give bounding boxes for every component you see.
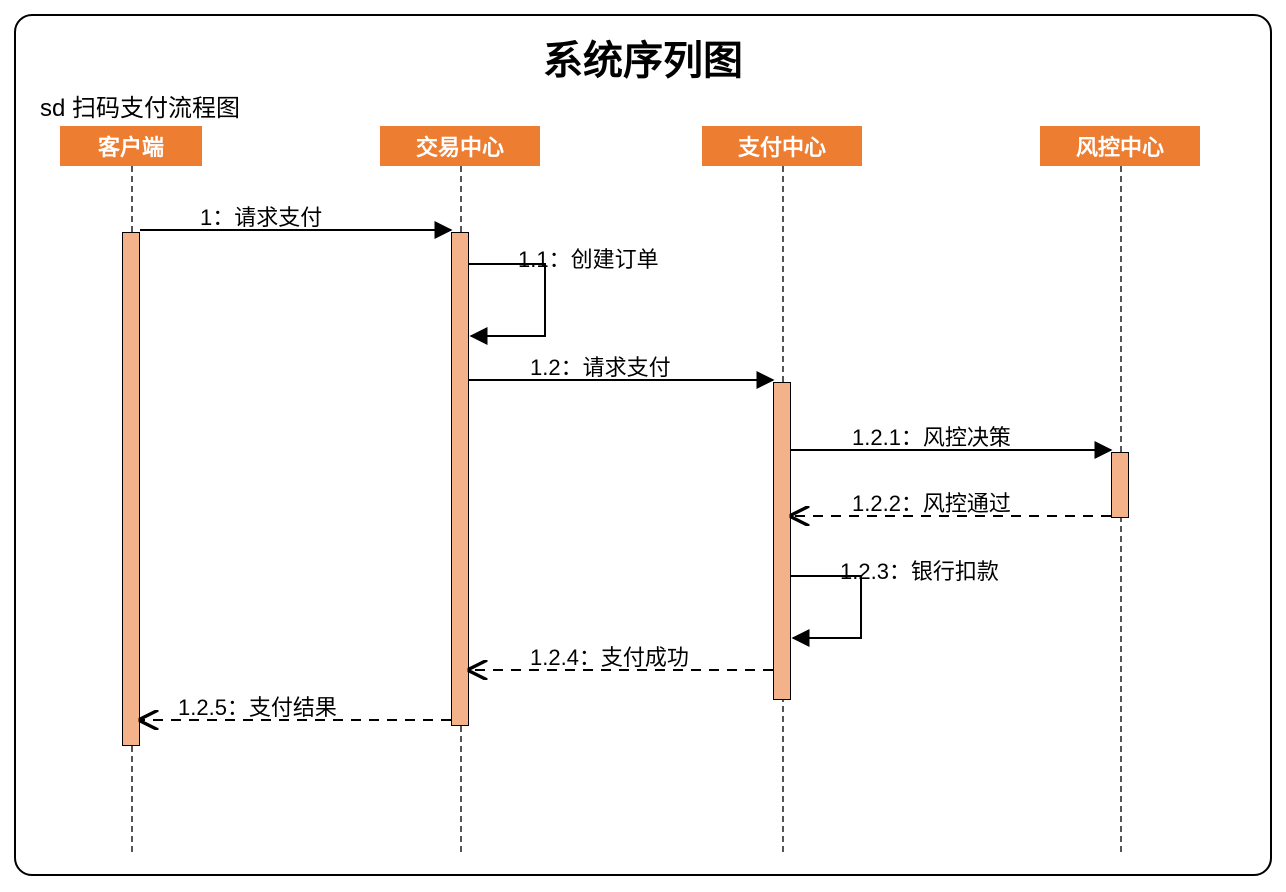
msg-label-1-1: 1.1：创建订单 xyxy=(518,242,659,274)
activation-pay xyxy=(773,382,791,700)
participant-trade: 交易中心 xyxy=(380,126,540,166)
msg-label-1-2-2: 1.2.2：风控通过 xyxy=(852,486,1011,518)
msg-label-1-2: 1.2：请求支付 xyxy=(530,350,671,382)
diagram-stage: 系统序列图 sd 扫码支付流程图 客户端 交易中心 支付中心 风控中心 1：请求… xyxy=(0,0,1286,892)
diagram-subtitle: sd 扫码支付流程图 xyxy=(40,88,240,123)
msg-label-1-2-3: 1.2.3：银行扣款 xyxy=(840,554,999,586)
msg-label-1: 1：请求支付 xyxy=(200,200,322,232)
msg-label-1-2-4: 1.2.4：支付成功 xyxy=(530,640,689,672)
activation-trade xyxy=(451,232,469,726)
participant-client: 客户端 xyxy=(60,126,202,166)
activation-risk xyxy=(1111,452,1129,518)
diagram-title: 系统序列图 xyxy=(0,28,1286,86)
participant-risk: 风控中心 xyxy=(1040,126,1200,166)
msg-label-1-2-1: 1.2.1：风控决策 xyxy=(852,420,1011,452)
msg-label-1-2-5: 1.2.5：支付结果 xyxy=(178,690,337,722)
participant-pay: 支付中心 xyxy=(702,126,862,166)
activation-client xyxy=(122,232,140,746)
